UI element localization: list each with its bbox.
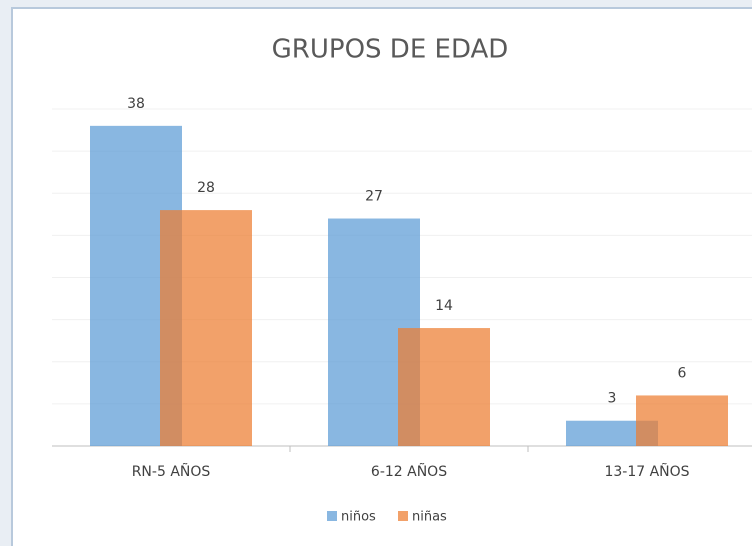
data-label: 3 — [608, 391, 617, 407]
bar — [398, 328, 490, 446]
legend-label: niños — [341, 510, 376, 525]
data-label: 27 — [365, 189, 383, 205]
data-label: 6 — [678, 365, 687, 381]
x-tick-label: 6-12 AÑOS — [371, 463, 447, 480]
x-tick-label: RN-5 AÑOS — [132, 463, 211, 480]
bar — [160, 210, 252, 446]
legend-swatch — [327, 511, 337, 521]
data-label: 28 — [197, 180, 215, 196]
data-label: 38 — [127, 96, 145, 112]
data-label: 14 — [435, 298, 453, 314]
bar — [636, 395, 728, 446]
legend-label: niñas — [412, 510, 447, 525]
x-tick-label: 13-17 AÑOS — [604, 463, 689, 480]
legend-swatch — [398, 511, 408, 521]
chart-title: GRUPOS DE EDAD — [272, 35, 509, 65]
